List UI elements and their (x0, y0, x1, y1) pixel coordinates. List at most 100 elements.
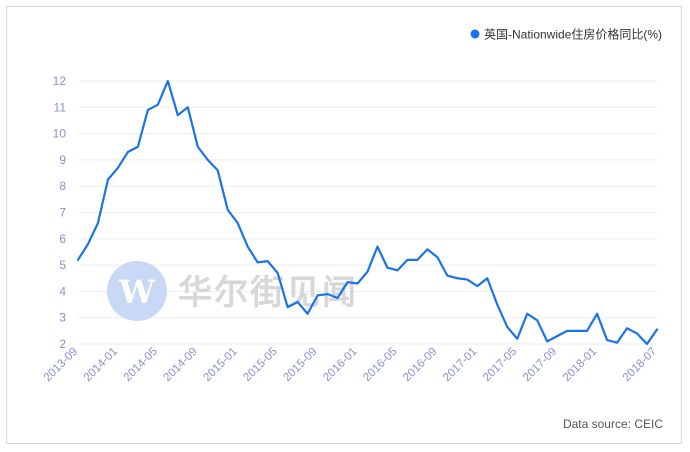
data-point[interactable] (535, 318, 539, 322)
data-point[interactable] (86, 242, 90, 246)
watermark: W 华尔街见闻 (107, 261, 358, 321)
x-tick-label: 2014-05 (122, 346, 160, 384)
x-tick-label: 2014-09 (162, 346, 200, 384)
data-point[interactable] (425, 247, 429, 251)
series-layer (76, 79, 659, 346)
y-tick-label: 4 (59, 284, 66, 298)
data-point[interactable] (635, 331, 639, 335)
y-tick-label: 11 (54, 100, 67, 114)
x-tick-label: 2016-01 (321, 346, 359, 384)
data-point[interactable] (525, 312, 529, 316)
data-point[interactable] (206, 158, 210, 162)
x-tick-label: 2013-09 (42, 346, 80, 384)
legend-marker (470, 29, 480, 39)
data-point[interactable] (555, 334, 559, 338)
x-tick-label: 2015-05 (241, 346, 279, 384)
y-tick-label: 3 (59, 311, 66, 325)
data-point[interactable] (405, 258, 409, 262)
x-tick-label: 2017-09 (521, 346, 559, 384)
data-point[interactable] (306, 312, 310, 316)
data-point[interactable] (495, 303, 499, 307)
grid-lines (78, 80, 657, 345)
y-tick-label: 10 (53, 127, 67, 141)
data-point[interactable] (505, 325, 509, 329)
data-point[interactable] (645, 342, 649, 346)
y-tick-label: 12 (53, 74, 67, 88)
series-line[interactable] (76, 79, 659, 346)
y-tick-label: 6 (59, 232, 66, 246)
data-point[interactable] (485, 276, 489, 280)
x-tick-label: 2018-07 (621, 346, 659, 384)
x-tick-label: 2018-01 (561, 346, 599, 384)
x-tick-label: 2016-09 (401, 346, 439, 384)
data-point[interactable] (286, 305, 290, 309)
data-point[interactable] (395, 268, 399, 272)
y-tick-label: 9 (59, 153, 66, 167)
data-point[interactable] (256, 260, 260, 264)
data-point[interactable] (246, 245, 250, 249)
y-tick-label: 5 (59, 258, 66, 272)
data-point[interactable] (655, 328, 659, 332)
data-point[interactable] (415, 258, 419, 262)
data-point[interactable] (216, 168, 220, 172)
data-point[interactable] (136, 145, 140, 149)
x-tick-label: 2017-01 (441, 346, 479, 384)
data-point[interactable] (146, 108, 150, 112)
data-point[interactable] (585, 329, 589, 333)
data-point[interactable] (615, 341, 619, 345)
data-point[interactable] (455, 276, 459, 280)
data-point[interactable] (236, 221, 240, 225)
watermark-logo-mark: W (118, 273, 156, 311)
data-point[interactable] (336, 296, 340, 300)
data-point[interactable] (296, 300, 300, 304)
data-point[interactable] (605, 338, 609, 342)
data-point[interactable] (316, 293, 320, 297)
x-tick-label: 2014-01 (82, 346, 120, 384)
data-point[interactable] (186, 105, 190, 109)
chart-frame (6, 6, 682, 444)
data-point[interactable] (196, 145, 200, 149)
data-point[interactable] (625, 326, 629, 330)
data-point[interactable] (96, 221, 100, 225)
legend-label[interactable]: 英国-Nationwide住房价格同比(%) (484, 27, 662, 42)
data-point[interactable] (166, 79, 170, 83)
x-tick-label: 2015-01 (202, 346, 240, 384)
data-point[interactable] (106, 178, 110, 182)
data-point[interactable] (226, 208, 230, 212)
y-tick-label: 7 (59, 206, 66, 220)
y-tick-label: 8 (59, 179, 66, 193)
x-tick-label: 2017-05 (481, 346, 519, 384)
data-point[interactable] (475, 284, 479, 288)
data-point[interactable] (126, 150, 130, 154)
data-point[interactable] (176, 113, 180, 117)
data-point[interactable] (266, 259, 270, 263)
y-tick-label: 2 (59, 337, 66, 351)
data-point[interactable] (346, 280, 350, 284)
data-point[interactable] (326, 292, 330, 296)
data-point[interactable] (156, 103, 160, 107)
data-point[interactable] (76, 258, 80, 262)
data-point[interactable] (515, 337, 519, 341)
data-point[interactable] (366, 270, 370, 274)
data-point[interactable] (116, 166, 120, 170)
source-note: Data source: CEIC (563, 417, 663, 431)
data-point[interactable] (385, 266, 389, 270)
data-point[interactable] (356, 282, 360, 286)
data-point[interactable] (595, 312, 599, 316)
data-point[interactable] (575, 329, 579, 333)
legend[interactable]: 英国-Nationwide住房价格同比(%) (470, 27, 663, 42)
x-axis: 2013-09 2014-01 2014-05 2014-09 2015-01 2015-… (42, 346, 659, 384)
x-tick-label: 2016-05 (361, 346, 399, 384)
data-point[interactable] (565, 329, 569, 333)
data-point[interactable] (435, 255, 439, 259)
data-point[interactable] (545, 339, 549, 343)
watermark-logo-circle (107, 261, 167, 321)
data-point[interactable] (465, 278, 469, 282)
y-axis: 2 3 4 5 6 7 8 9 10 11 12 (53, 74, 67, 351)
x-tick-label: 2015-09 (281, 346, 319, 384)
data-point[interactable] (276, 271, 280, 275)
data-point[interactable] (375, 245, 379, 249)
data-point[interactable] (445, 274, 449, 278)
watermark-text: 华尔街见闻 (178, 273, 358, 313)
